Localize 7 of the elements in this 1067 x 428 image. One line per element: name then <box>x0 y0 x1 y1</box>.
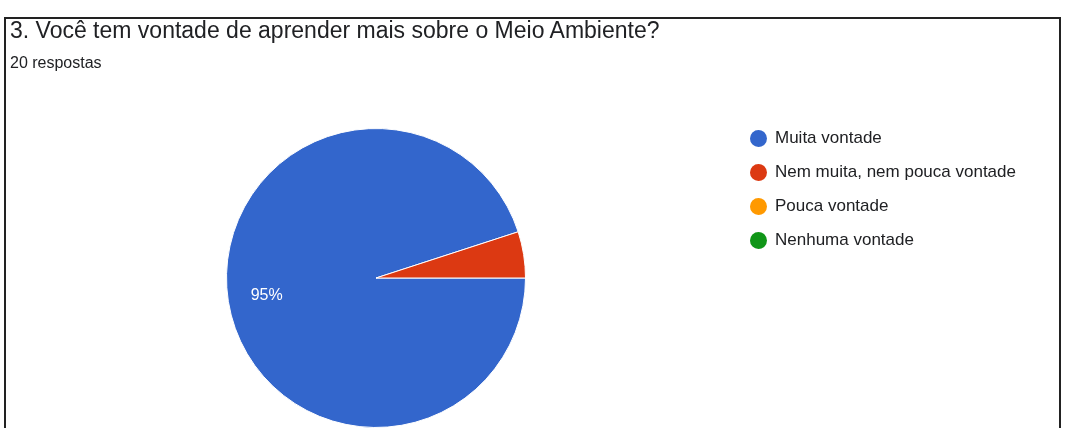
legend-label: Muita vontade <box>775 128 882 148</box>
data-label: 95% <box>250 285 283 303</box>
legend-label: Nenhuma vontade <box>775 230 914 250</box>
chart-title: 3. Você tem vontade de aprender mais sobre o Meio Ambiente? <box>10 17 660 44</box>
legend-label: Nem muita, nem pouca vontade <box>775 162 1016 182</box>
legend-label: Pouca vontade <box>775 196 889 216</box>
text: 20 respostas <box>10 54 102 72</box>
